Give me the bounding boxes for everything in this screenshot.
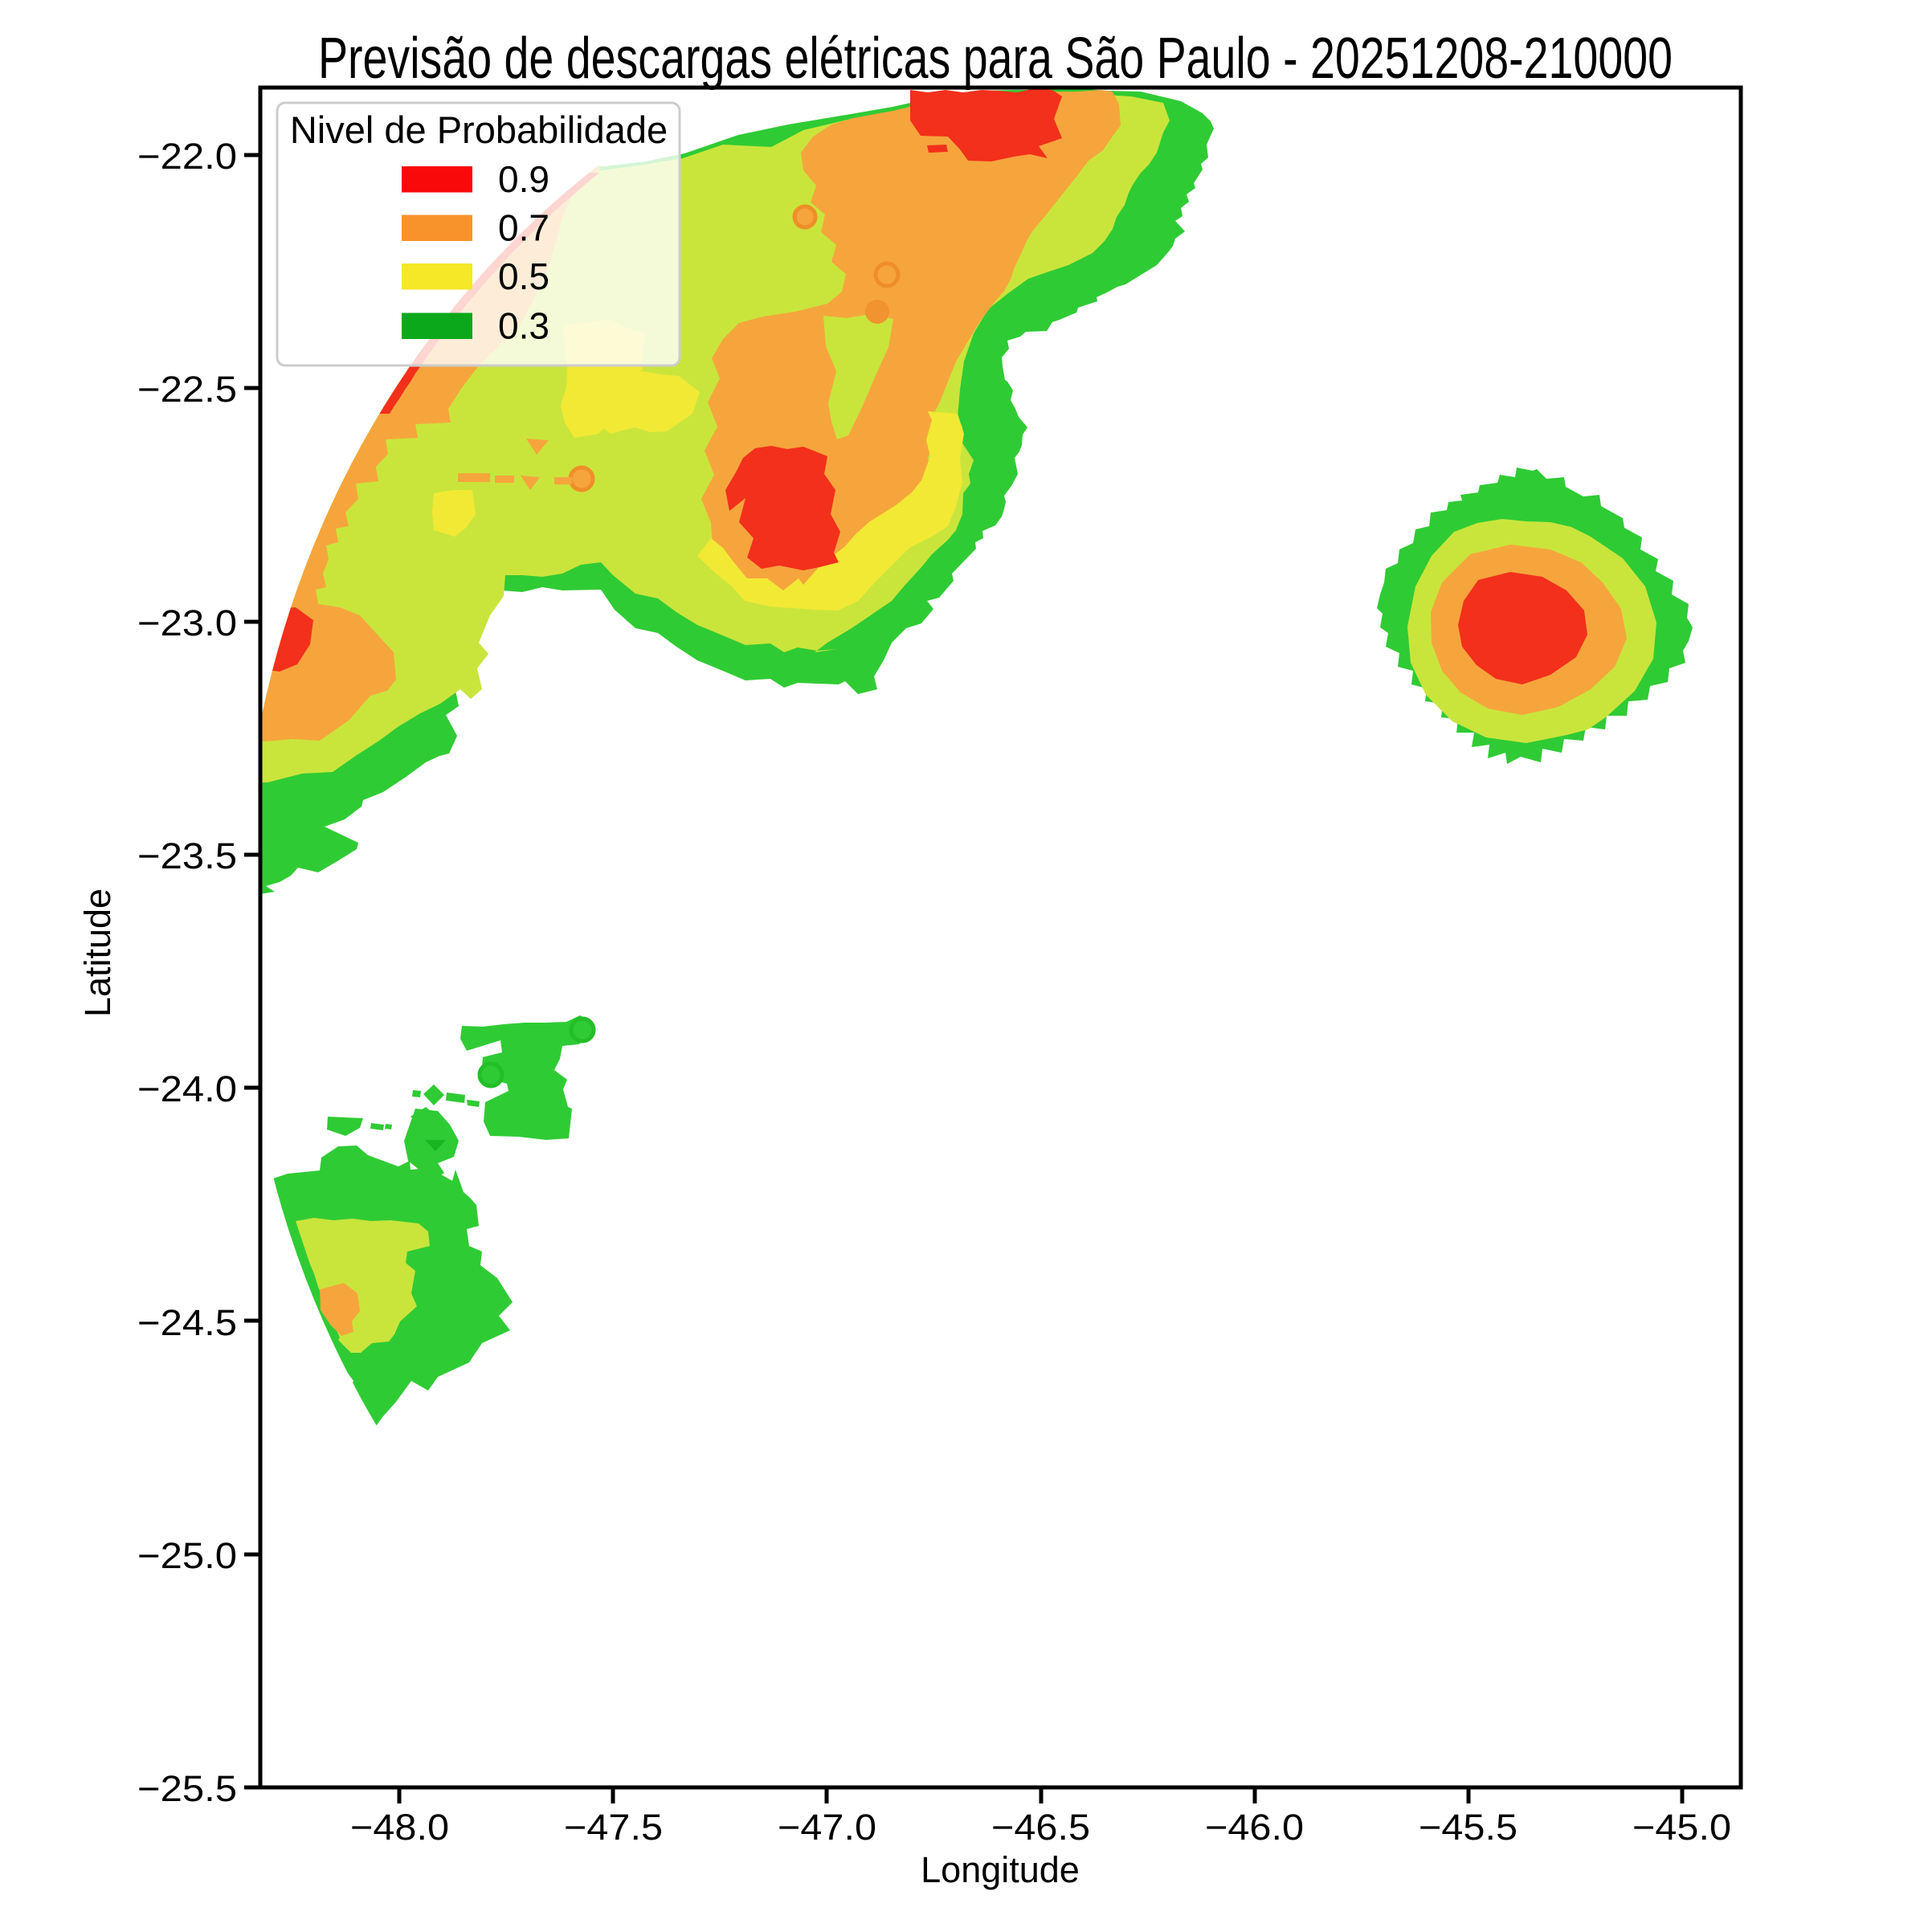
svg-text:−23.0: −23.0 [137,602,237,643]
svg-text:−24.5: −24.5 [137,1302,237,1343]
svg-text:Longitude: Longitude [921,1849,1080,1890]
svg-text:Latitude: Latitude [77,888,118,1017]
svg-text:−25.0: −25.0 [137,1535,237,1576]
svg-text:−48.0: −48.0 [350,1807,449,1848]
svg-text:0.3: 0.3 [498,305,549,347]
svg-text:−25.5: −25.5 [137,1768,237,1809]
svg-text:0.5: 0.5 [498,255,549,297]
svg-text:Nivel de Probabilidade: Nivel de Probabilidade [290,108,668,151]
svg-text:−22.5: −22.5 [137,369,237,410]
svg-text:−45.0: −45.0 [1632,1807,1731,1848]
svg-text:−24.0: −24.0 [137,1068,237,1109]
svg-text:−22.0: −22.0 [137,136,237,177]
svg-text:−45.5: −45.5 [1419,1807,1517,1848]
svg-text:−46.0: −46.0 [1205,1807,1304,1848]
svg-text:0.7: 0.7 [498,207,549,249]
svg-text:−46.5: −46.5 [991,1807,1090,1848]
svg-text:Previsão de descargas elétrica: Previsão de descargas elétricas para São… [318,27,1673,91]
svg-text:−47.0: −47.0 [778,1807,876,1848]
svg-text:−23.5: −23.5 [137,835,237,876]
svg-text:0.9: 0.9 [498,158,549,200]
svg-text:−47.5: −47.5 [564,1807,663,1848]
